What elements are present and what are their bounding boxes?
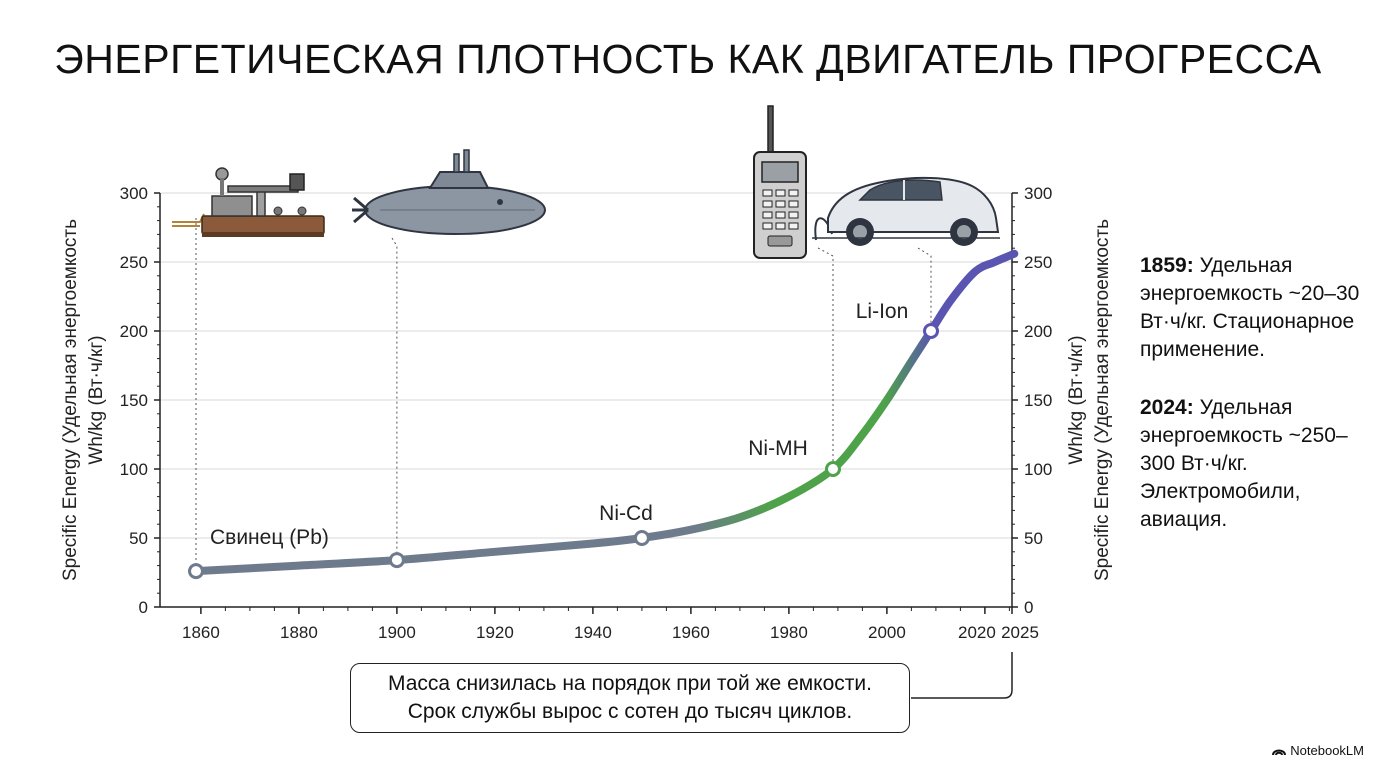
milestone-label: Li-Ion: [856, 300, 909, 323]
y-tick-label-left: 150: [120, 391, 148, 410]
y-tick-label-left: 100: [120, 460, 148, 479]
dropline: [817, 247, 834, 462]
x-tick-label: 1940: [574, 623, 612, 642]
brand-logo: NotebookLM: [1272, 743, 1364, 758]
notebooklm-icon: [1272, 749, 1287, 755]
y-tick-label-right: 200: [1024, 322, 1052, 341]
y-tick-label-left: 200: [120, 322, 148, 341]
milestone-label: Ni-MH: [748, 437, 807, 460]
page-title: ЭНЕРГЕТИЧЕСКАЯ ПЛОТНОСТЬ КАК ДВИГАТЕЛЬ П…: [54, 36, 1322, 82]
telegraph-icon: [172, 167, 325, 237]
note-text: Удельная энергоемкость ~250–300 Вт·ч/кг.…: [1140, 396, 1348, 531]
y-tick-label-right: 300: [1024, 184, 1052, 203]
y-tick-label-left: 250: [120, 253, 148, 272]
y-tick-label-right: 50: [1024, 529, 1043, 548]
x-tick-label: 1980: [770, 623, 808, 642]
y-tick-label-right: 0: [1024, 598, 1033, 617]
note-1859: 1859: Удельная энергоемкость ~20–30 Вт·ч…: [1140, 252, 1370, 364]
electric-car-icon: [812, 176, 1000, 246]
y-tick-label-right: 150: [1024, 391, 1052, 410]
milestone-marker: [388, 552, 405, 569]
x-tick-label: 1960: [672, 623, 710, 642]
note-2024: 2024: Удельная энергоемкость ~250–300 Вт…: [1140, 394, 1370, 534]
note-year: 2024:: [1140, 396, 1194, 419]
notes-panel: 1859: Удельная энергоемкость ~20–30 Вт·ч…: [1140, 252, 1370, 564]
x-tick-label: 1920: [476, 623, 514, 642]
x-tick-label: 1860: [182, 623, 220, 642]
y-axis-title-left-units: Wh/kg (Вт·ч/кг): [86, 335, 107, 464]
x-tick-label: 1900: [378, 623, 416, 642]
callout-box: Масса снизилась на порядок при той же ем…: [350, 663, 910, 733]
y-tick-label-left: 300: [120, 184, 148, 203]
x-tick-label: 1880: [280, 623, 318, 642]
energy-density-curve: [192, 249, 1019, 576]
milestone-marker: [825, 461, 841, 477]
grid: [160, 192, 1012, 539]
x-tick-label: 2020: [958, 623, 996, 642]
callout-line-2: Срок службы вырос с сотен до тысяч цикло…: [407, 700, 853, 723]
dropline: [391, 237, 398, 554]
note-text: Удельная энергоемкость ~20–30 Вт·ч/кг. С…: [1140, 254, 1360, 361]
milestone-label: Свинец (Pb): [210, 526, 329, 549]
y-tick-label-right: 100: [1024, 460, 1052, 479]
mobile-phone-icon: [753, 105, 807, 259]
note-year: 1859:: [1140, 254, 1194, 277]
milestone-label: Ni-Cd: [599, 502, 653, 525]
y-axis-title-right: Specific Energy (Удельная энергоемкость: [1092, 219, 1113, 581]
y-tick-label-right: 250: [1024, 253, 1052, 272]
y-axis-title-left: Specific Energy (Удельная энергоемкость: [60, 219, 81, 581]
milestone-marker: [923, 323, 939, 339]
y-tick-label-left: 0: [139, 598, 148, 617]
x-tick-label: 2025: [1001, 623, 1039, 642]
y-tick-label-left: 50: [129, 529, 148, 548]
callout-line-1: Масса снизилась на порядок при той же ем…: [388, 672, 872, 695]
x-tick-label: 2000: [868, 623, 906, 642]
brand-text: NotebookLM: [1290, 743, 1364, 758]
dropline: [917, 247, 932, 324]
milestone-marker: [633, 530, 650, 546]
y-axis-title-right-units: Wh/kg (Вт·ч/кг): [1066, 335, 1087, 464]
submarine-icon: [352, 149, 546, 235]
milestone-marker: [188, 563, 204, 580]
